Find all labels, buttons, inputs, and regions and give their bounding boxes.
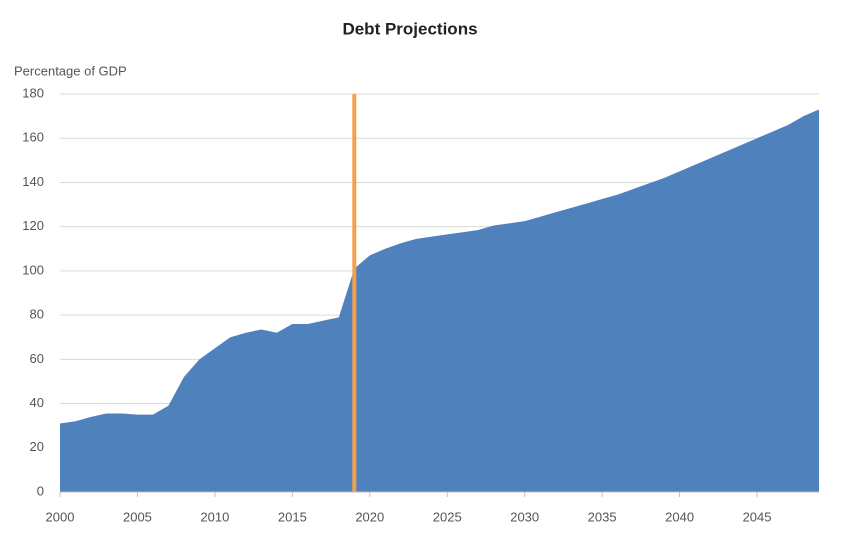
y-axis-label: Percentage of GDP bbox=[14, 63, 127, 78]
y-tick-label: 180 bbox=[22, 85, 44, 100]
x-tick-label: 2025 bbox=[433, 509, 462, 524]
x-tick-label: 2015 bbox=[278, 509, 307, 524]
x-tick-label: 2035 bbox=[588, 509, 617, 524]
y-tick-label: 0 bbox=[37, 483, 44, 498]
y-tick-label: 80 bbox=[30, 307, 44, 322]
chart-title: Debt Projections bbox=[342, 19, 477, 38]
y-tick-label: 60 bbox=[30, 351, 44, 366]
y-tick-label: 40 bbox=[30, 395, 44, 410]
x-tick-label: 2040 bbox=[665, 509, 694, 524]
y-tick-label: 100 bbox=[22, 262, 44, 277]
y-tick-label: 20 bbox=[30, 439, 44, 454]
y-tick-label: 140 bbox=[22, 174, 44, 189]
y-tick-label: 120 bbox=[22, 218, 44, 233]
x-tick-label: 2045 bbox=[743, 509, 772, 524]
x-tick-label: 2005 bbox=[123, 509, 152, 524]
x-tick-label: 2030 bbox=[510, 509, 539, 524]
x-tick-label: 2000 bbox=[46, 509, 75, 524]
area bbox=[60, 109, 819, 492]
x-tick-label: 2020 bbox=[355, 509, 384, 524]
y-tick-label: 160 bbox=[22, 130, 44, 145]
x-tick-label: 2010 bbox=[200, 509, 229, 524]
